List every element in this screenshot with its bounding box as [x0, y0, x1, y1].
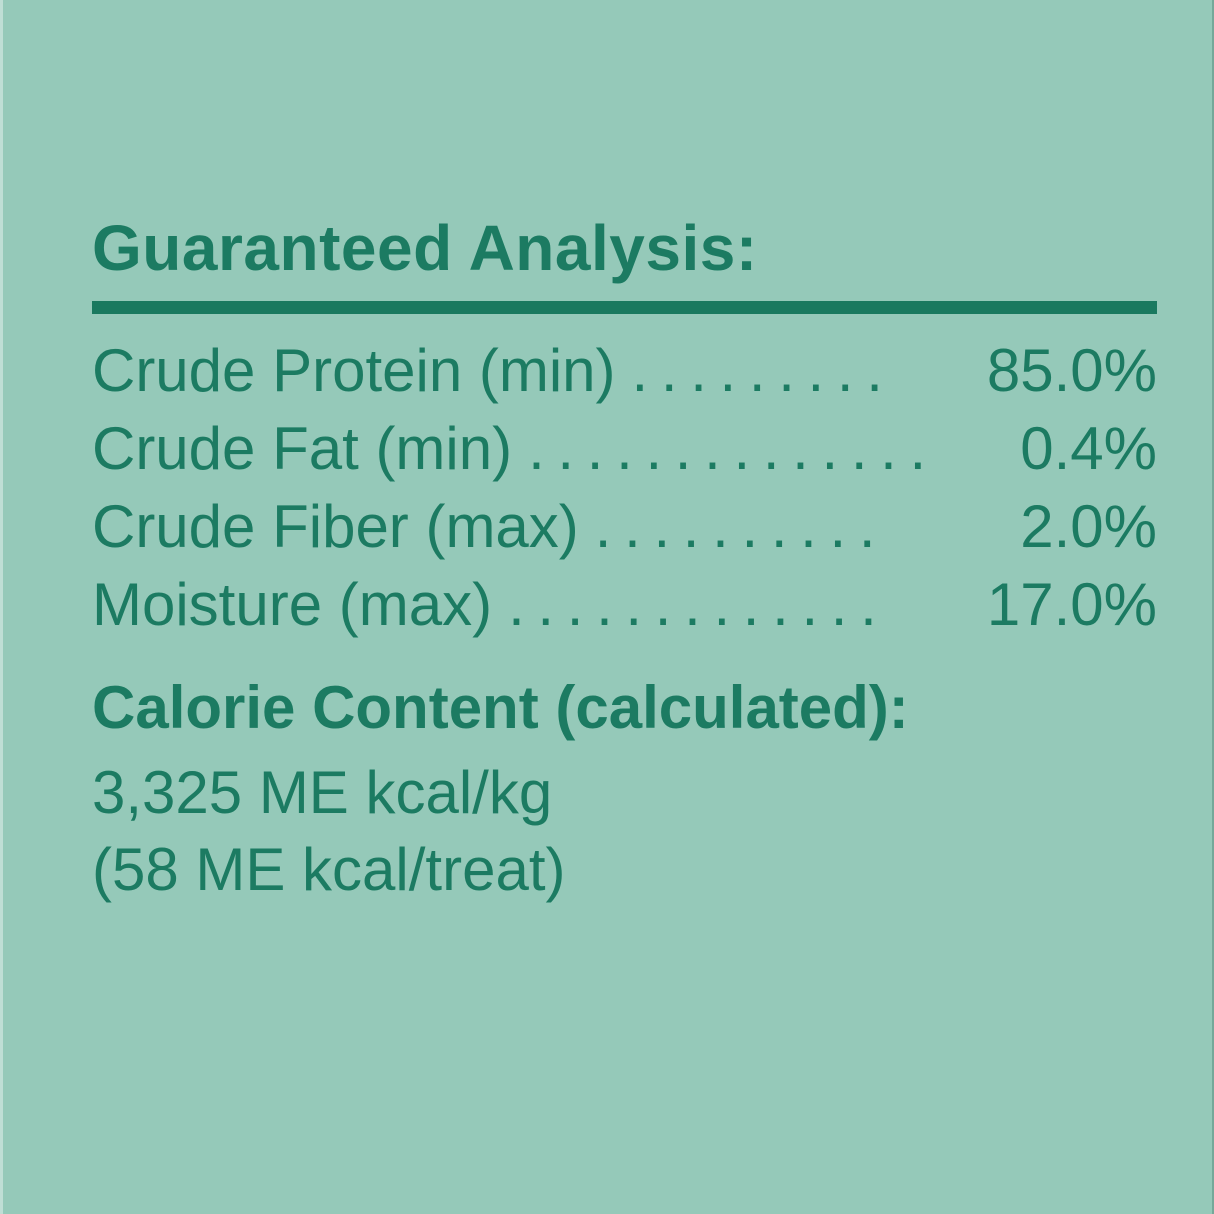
calorie-line-kcal-per-kg: 3,325 ME kcal/kg: [92, 759, 553, 826]
nutrient-label: Crude Fiber (max): [92, 493, 579, 560]
nutrient-value: 17.0%: [986, 571, 1157, 638]
page-title: Guaranteed Analysis:: [92, 212, 758, 284]
analysis-row-crude-protein: Crude Protein (min) . . . . . . . . . 85…: [92, 332, 1157, 410]
nutrient-value: 85.0%: [986, 337, 1157, 404]
dot-leader: . . . . . . . . . . . . .: [508, 571, 878, 638]
calorie-content-heading: Calorie Content (calculated):: [92, 674, 909, 741]
analysis-row-crude-fat: Crude Fat (min) . . . . . . . . . . . . …: [92, 410, 1157, 488]
nutrient-value: 0.4%: [1020, 415, 1157, 482]
analysis-row-moisture: Moisture (max) . . . . . . . . . . . . .…: [92, 566, 1157, 644]
right-edge-artifact: [1212, 0, 1214, 1214]
nutrient-label: Crude Protein (min): [92, 337, 616, 404]
calorie-line-kcal-per-treat: (58 ME kcal/treat): [92, 836, 566, 903]
title-underline: [92, 301, 1157, 314]
nutrient-label: Moisture (max): [92, 571, 493, 638]
analysis-row-crude-fiber: Crude Fiber (max) . . . . . . . . . . 2.…: [92, 488, 1157, 566]
dot-leader: . . . . . . . . . .: [594, 493, 877, 560]
nutrient-label: Crude Fat (min): [92, 415, 513, 482]
guaranteed-analysis-panel: Guaranteed Analysis: Crude Protein (min)…: [92, 212, 1157, 908]
dot-leader: . . . . . . . . . . . . . .: [528, 415, 928, 482]
nutrient-value: 2.0%: [1020, 493, 1157, 560]
dot-leader: . . . . . . . . .: [631, 337, 884, 404]
left-edge-artifact: [0, 0, 3, 1214]
analysis-list: Crude Protein (min) . . . . . . . . . 85…: [92, 332, 1157, 644]
